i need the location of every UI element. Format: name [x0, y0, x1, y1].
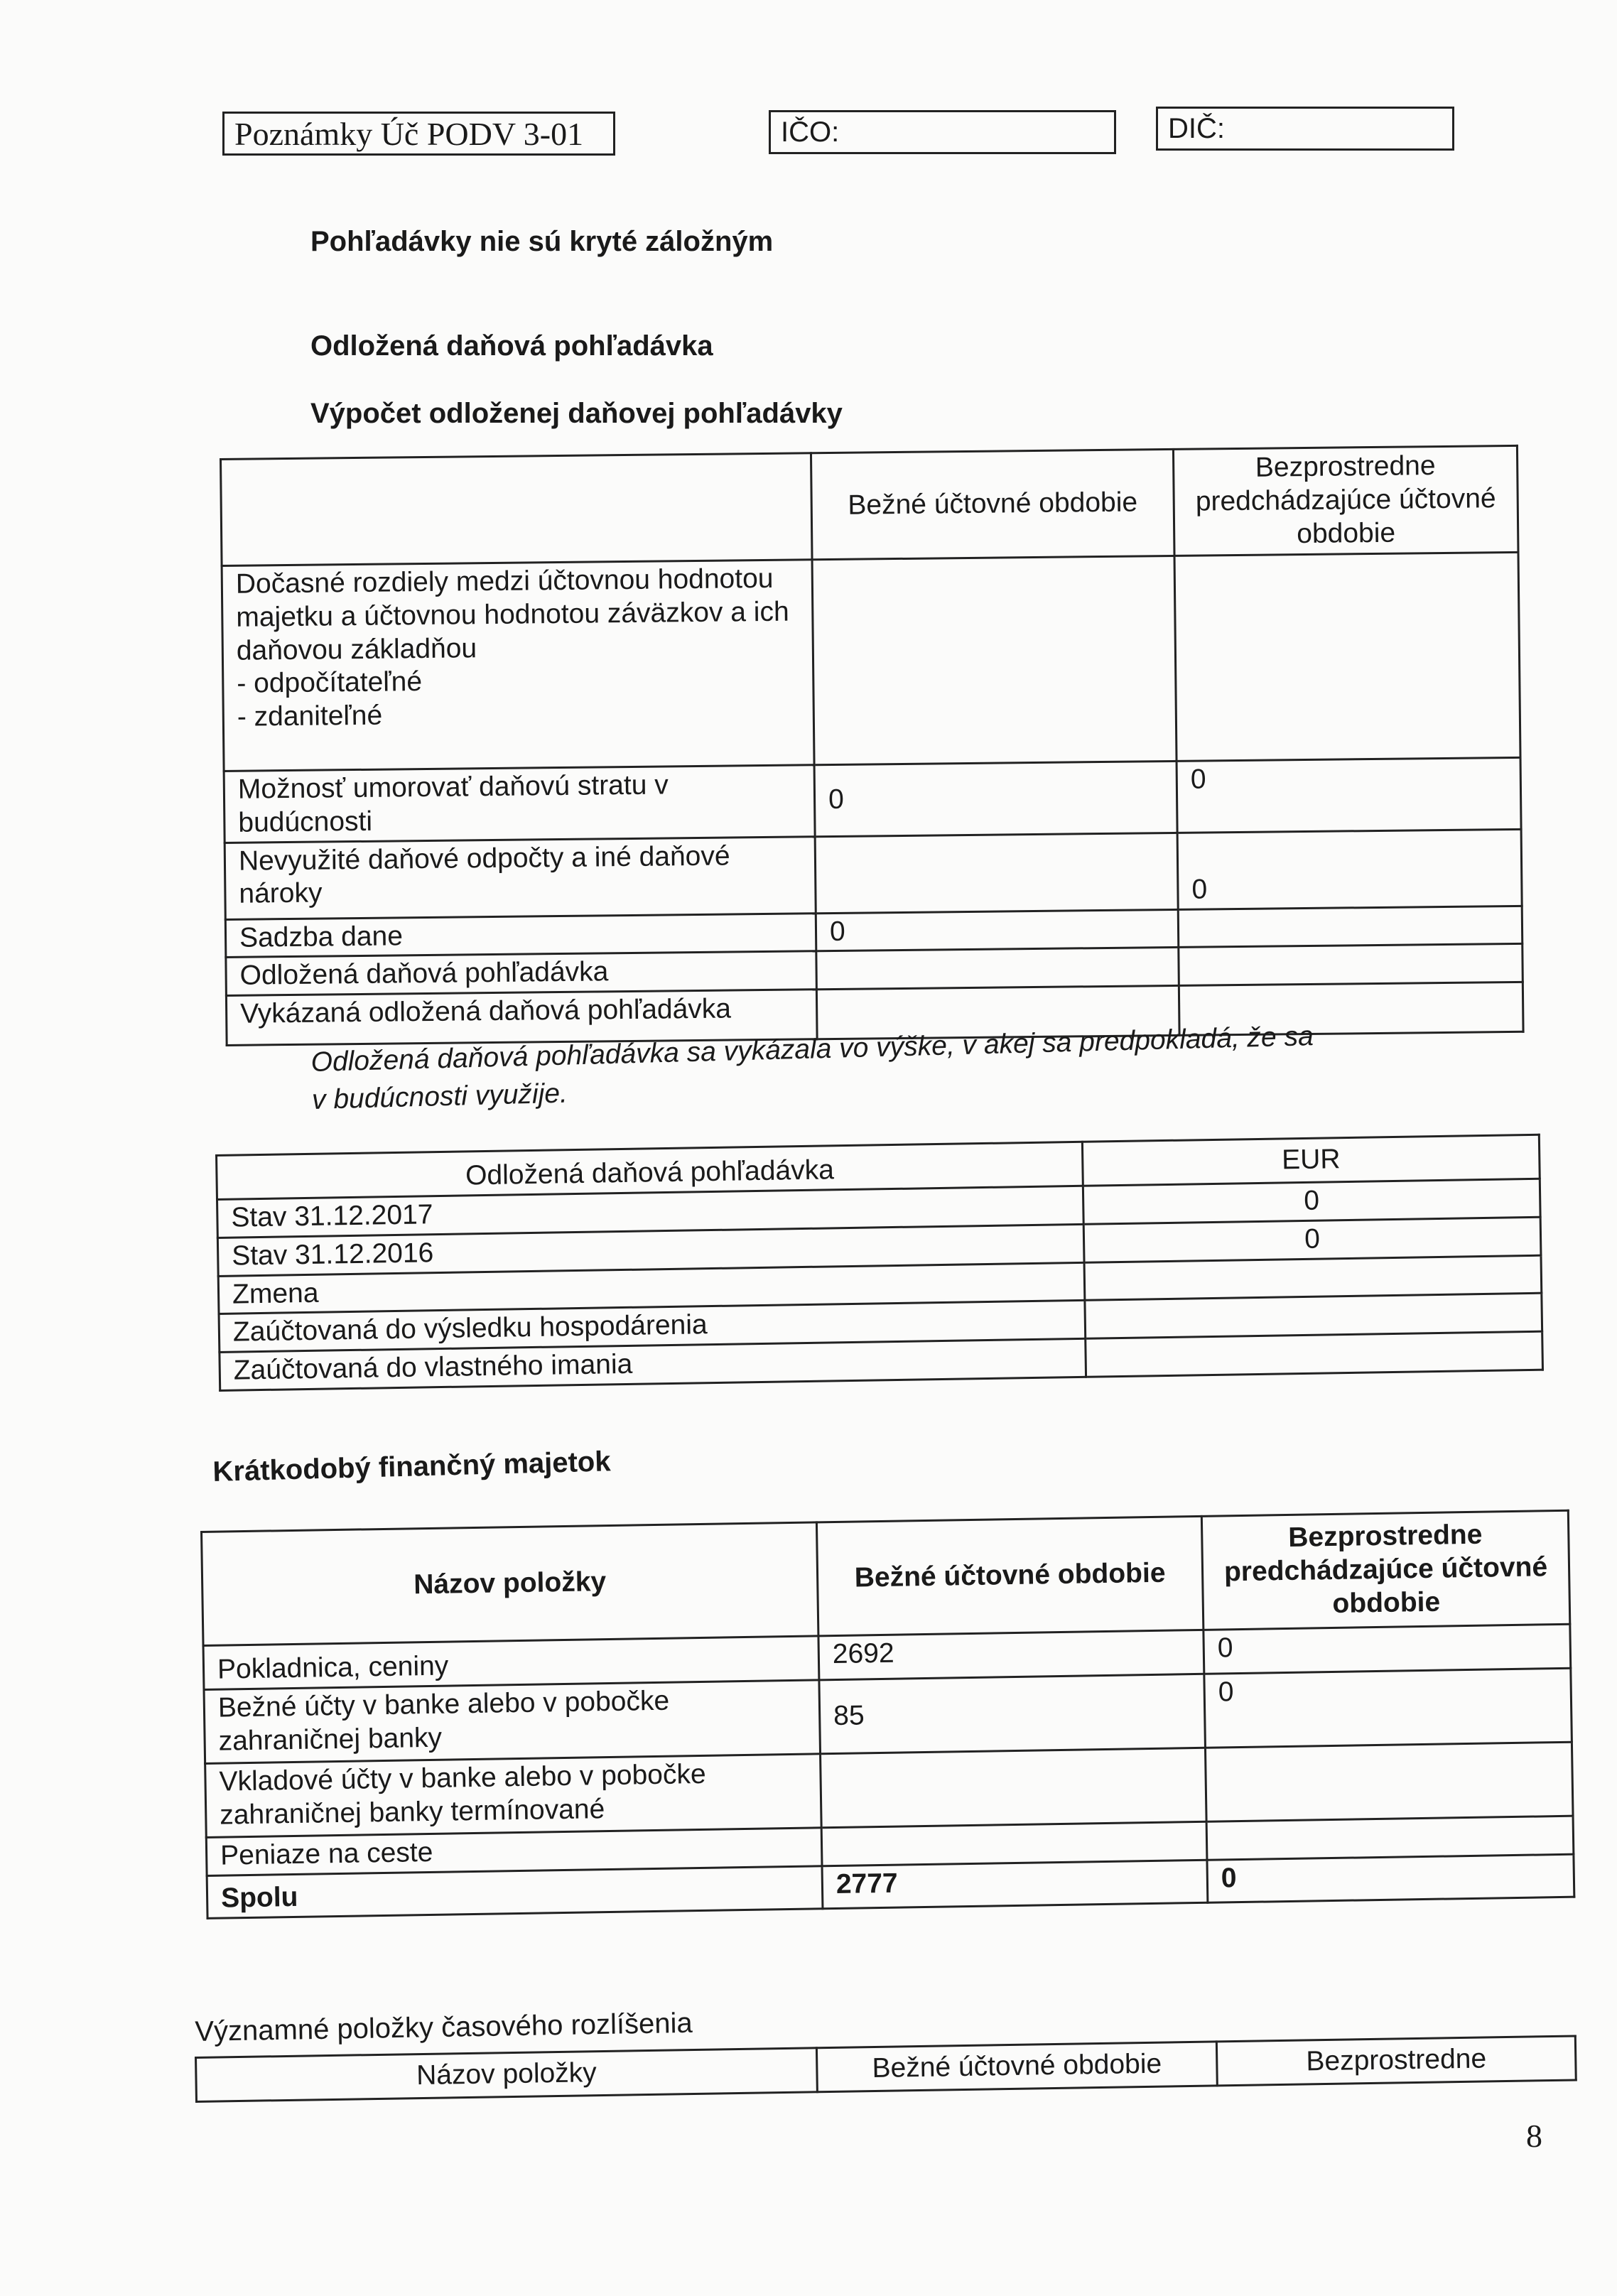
ico-box: IČO:: [769, 110, 1116, 154]
deferred-tax-table: Bežné účtovné obdobie Bezprostredne pred…: [220, 445, 1525, 1046]
current-value: [821, 1821, 1207, 1866]
current-value: [820, 1748, 1207, 1828]
previous-value: 0: [1204, 1668, 1572, 1748]
column-header: Bezprostredne predchádzajúce účtovné obd…: [1201, 1510, 1570, 1630]
row-sublabel: - odpočítateľné: [237, 666, 423, 700]
column-header: Bežné účtovné obdobie: [816, 1516, 1204, 1636]
column-header: [220, 453, 813, 566]
current-value: [812, 556, 1177, 765]
table-header-row: Názov položky Bežné účtovné obdobie Bezp…: [201, 1510, 1570, 1646]
ico-label: IČO:: [781, 116, 840, 148]
accruals-heading: Významné položky časového rozlíšenia: [195, 2007, 693, 2047]
current-value: 0: [814, 761, 1178, 837]
column-header: EUR: [1082, 1135, 1540, 1186]
column-header: Bežné účtovné obdobie: [816, 2041, 1218, 2092]
dic-label: DIČ:: [1168, 112, 1225, 144]
table-row: Možnosť umorovať daňovú stratu v budúcno…: [224, 757, 1522, 843]
column-header: Bežné účtovné obdobie: [811, 449, 1175, 560]
page-number: 8: [1526, 2118, 1542, 2154]
previous-value: [1178, 905, 1523, 948]
row-label: Sadzba dane: [225, 913, 816, 958]
previous-value: [1174, 552, 1521, 762]
column-header: Bezprostredne: [1216, 2035, 1577, 2086]
short-term-assets-heading: Krátkodobý finančný majetok: [212, 1446, 612, 1488]
deferred-tax-movement-table: Odložená daňová pohľadávka EUR Stav 31.1…: [215, 1134, 1544, 1392]
deferred-tax-heading: Odložená daňová pohľadávka: [310, 330, 713, 362]
short-term-assets-table: Názov položky Bežné účtovné obdobie Bezp…: [200, 1510, 1575, 1919]
total-label: Spolu: [207, 1866, 823, 1919]
row-sublabel: - zdaniteľné: [237, 700, 383, 732]
previous-value: 0: [1203, 1624, 1571, 1674]
row-label-text: Dočasné rozdiely medzi účtovnou hodnotou…: [235, 563, 789, 666]
dic-box: DIČ:: [1156, 107, 1454, 151]
current-value: 0: [816, 909, 1179, 952]
row-label: Odložená daňová pohľadávka: [225, 951, 817, 996]
form-code: Poznámky Úč PODV 3-01: [234, 115, 584, 152]
current-value: 2692: [818, 1630, 1204, 1680]
receivables-note-heading: Pohľadávky nie sú kryté záložným: [310, 226, 774, 257]
current-value: [816, 947, 1179, 990]
previous-value: 0: [1177, 757, 1522, 833]
row-label: Vkladové účty v banke alebo v pobočke za…: [205, 1753, 822, 1838]
total-previous: 0: [1206, 1853, 1574, 1903]
previous-value: [1205, 1742, 1574, 1822]
row-label: Dočasné rozdiely medzi účtovnou hodnotou…: [222, 559, 815, 771]
total-current: 2777: [822, 1860, 1208, 1909]
row-label: Nevyužité daňové odpočty a iné daňové ná…: [225, 836, 816, 920]
table-header-row: Bežné účtovné obdobie Bezprostredne pred…: [220, 445, 1518, 566]
column-header: Bezprostredne predchádzajúce účtovné obd…: [1173, 445, 1518, 556]
previous-value: 0: [1177, 828, 1523, 909]
current-value: 85: [818, 1674, 1206, 1754]
current-value: [815, 833, 1179, 914]
row-label: Možnosť umorovať daňovú stratu v budúcno…: [224, 764, 816, 843]
table-row: Dočasné rozdiely medzi účtovnou hodnotou…: [222, 552, 1521, 771]
previous-value: [1206, 1816, 1574, 1861]
column-header: Názov položky: [201, 1522, 818, 1646]
previous-value: [1178, 943, 1523, 986]
row-label: Bežné účty v banke alebo v pobočke zahra…: [204, 1679, 821, 1764]
column-header: Názov položky: [195, 2047, 818, 2102]
deferred-tax-calc-heading: Výpočet odloženej daňovej pohľadávky: [310, 398, 843, 429]
accruals-table: Názov položky Bežné účtovné obdobie Bezp…: [195, 2035, 1577, 2103]
table-row: Nevyužité daňové odpočty a iné daňové ná…: [225, 828, 1523, 920]
row-value: [1085, 1331, 1543, 1377]
form-code-box: Poznámky Úč PODV 3-01: [222, 112, 615, 156]
table-header-row: Názov položky Bežné účtovné obdobie Bezp…: [195, 2035, 1577, 2102]
